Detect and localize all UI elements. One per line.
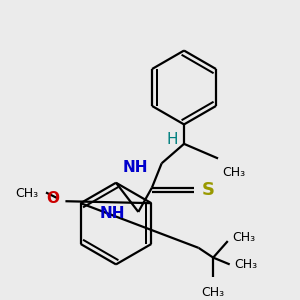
Text: O: O [46,191,60,206]
Text: H: H [167,131,178,146]
Text: NH: NH [123,160,148,175]
Text: CH₃: CH₃ [232,231,256,244]
Text: CH₃: CH₃ [235,258,258,271]
Text: NH: NH [99,206,125,221]
Text: CH₃: CH₃ [202,286,225,299]
Text: S: S [202,181,214,199]
Text: CH₃: CH₃ [222,166,245,179]
Text: CH₃: CH₃ [15,187,38,200]
